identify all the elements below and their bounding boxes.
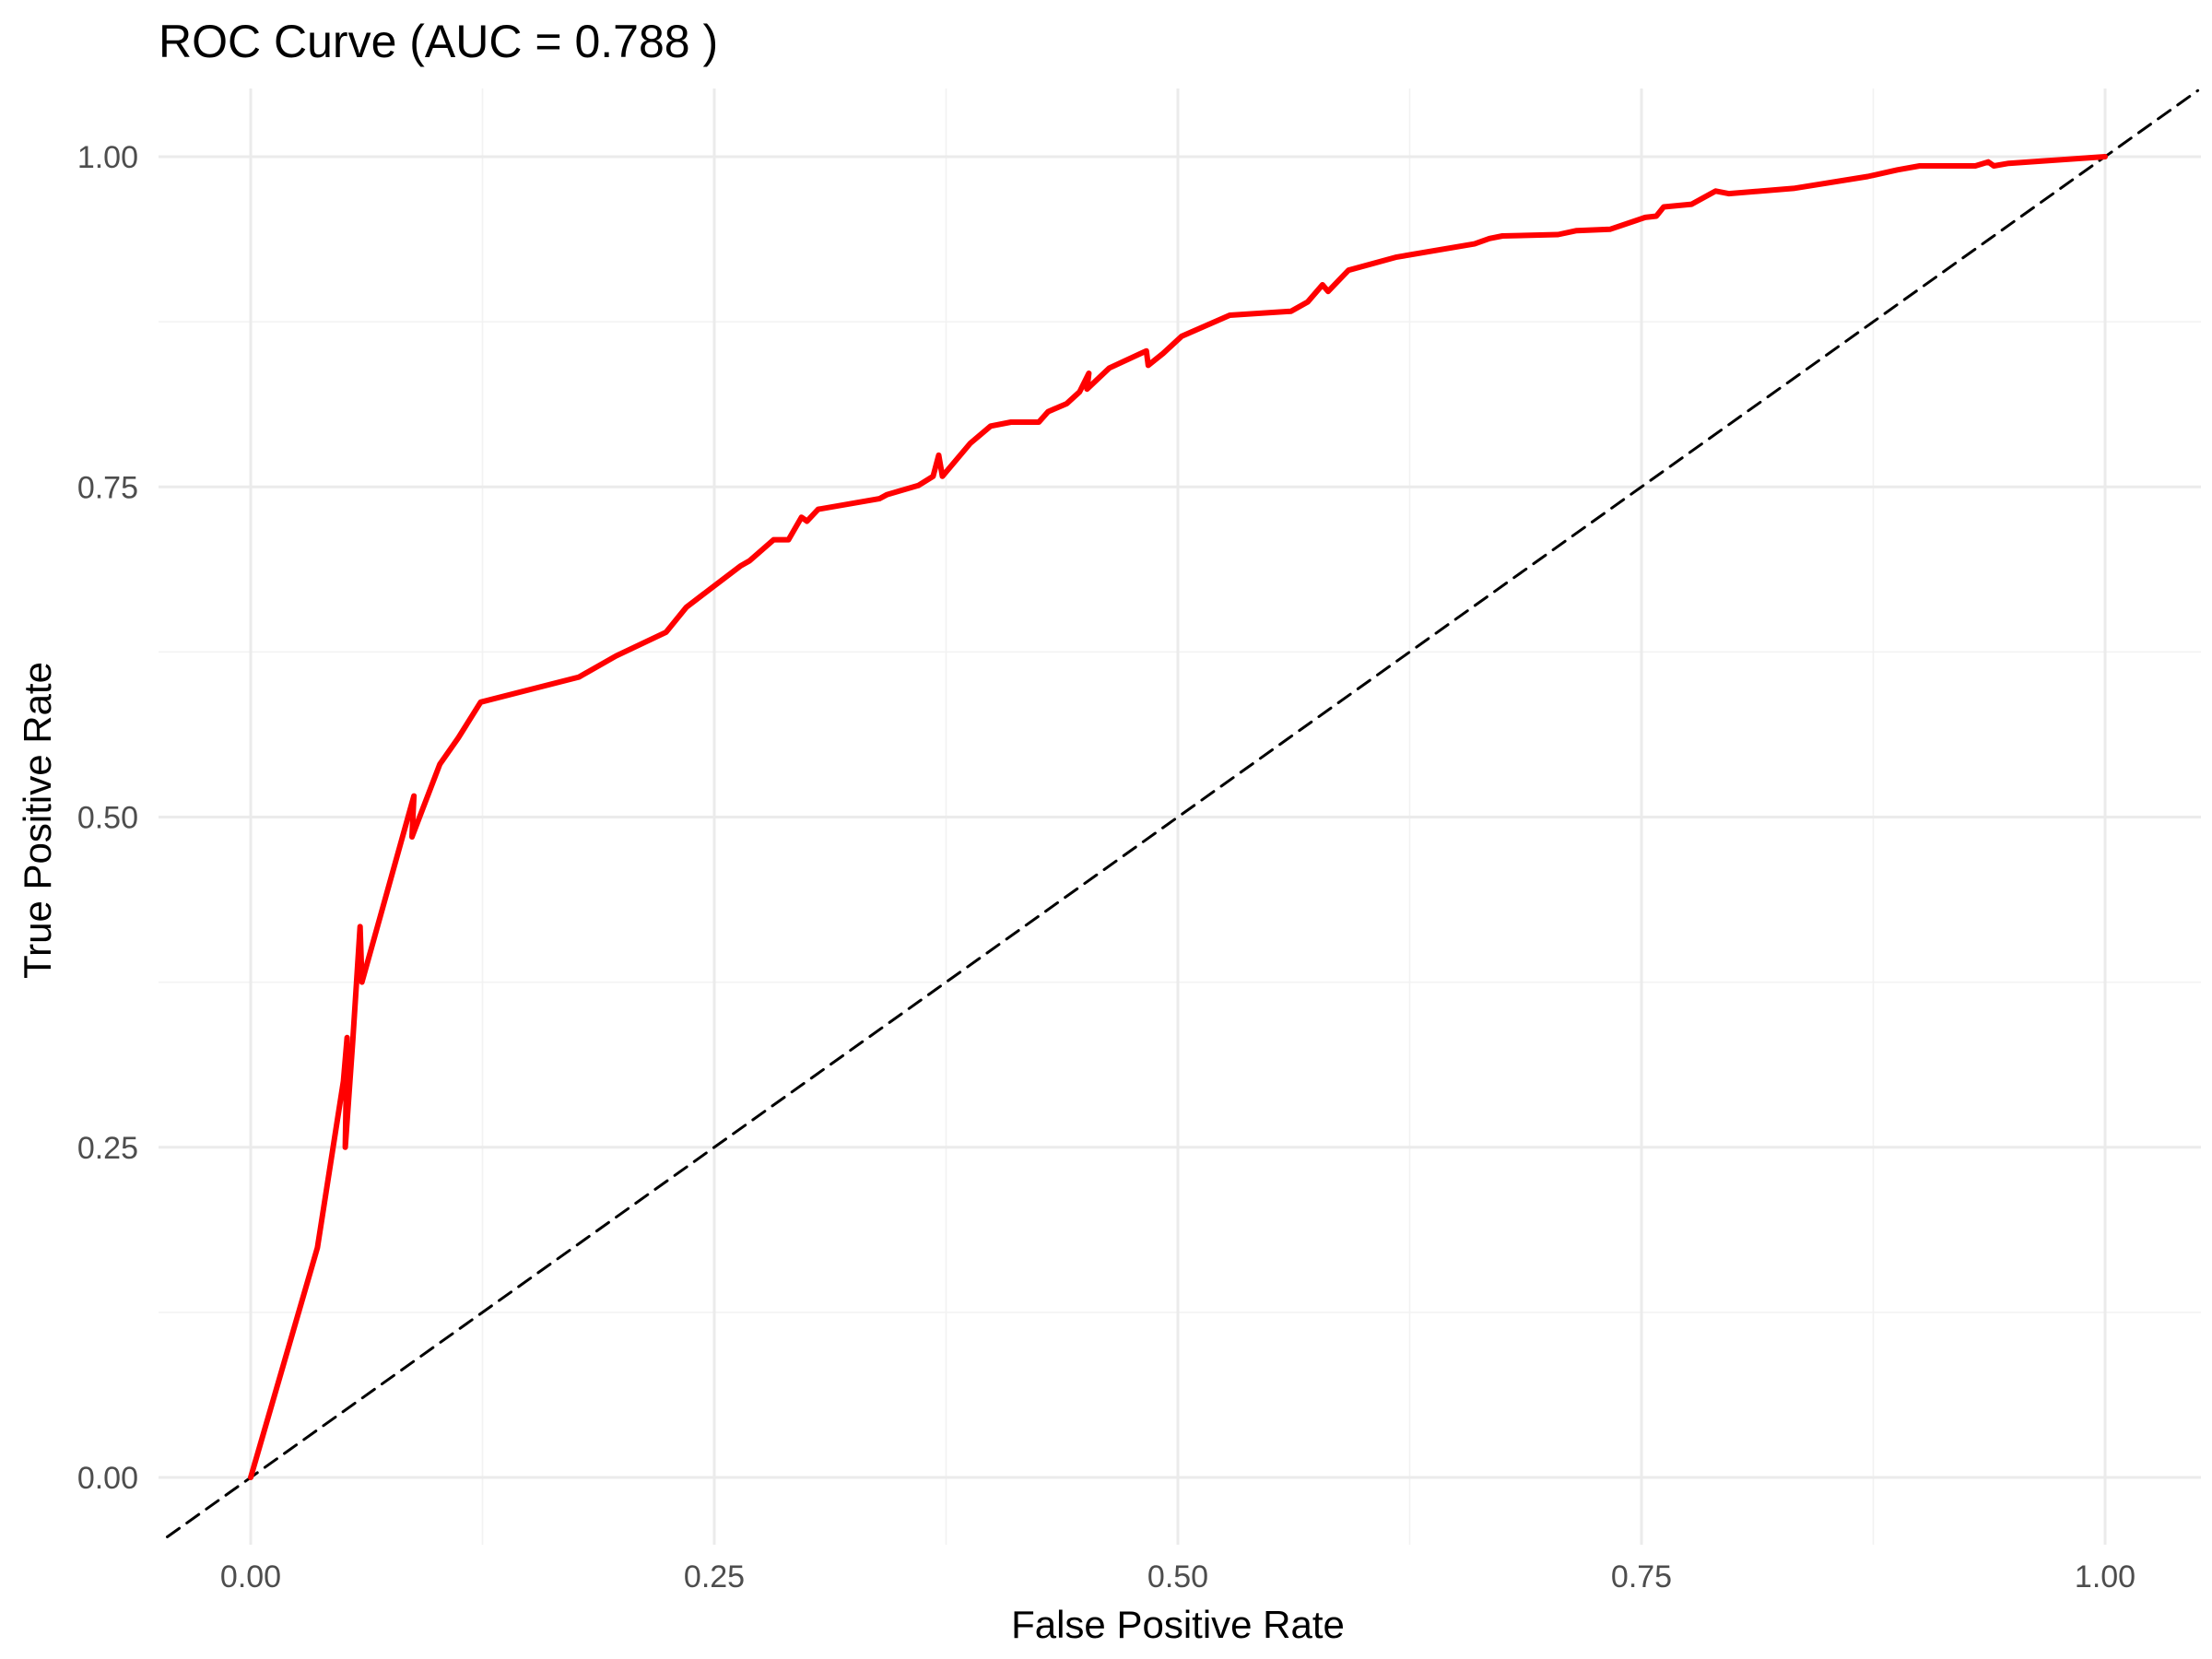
x-tick-label: 1.00 [2075,1559,2136,1594]
x-tick-label: 0.00 [220,1559,281,1594]
y-axis-title: True Positive Rate [16,662,59,979]
y-tick-label: 0.00 [77,1461,138,1496]
tick-labels: 0.00 0.25 0.50 0.75 1.00 0.00 0.25 0.50 0.75 1.00 [77,140,2136,1594]
x-axis-title: False Positive Rate [1011,1603,1345,1646]
y-tick-label: 0.50 [77,801,138,836]
y-tick-label: 0.75 [77,470,138,505]
reference-diagonal-line [166,88,2200,1538]
series-lines [166,88,2200,1538]
y-tick-label: 0.25 [77,1131,138,1166]
roc-curve-line [248,154,2108,1480]
chart-title: ROC Curve (AUC = 0.788 ) [159,16,718,67]
x-tick-label: 0.50 [1147,1559,1208,1594]
x-tick-label: 0.75 [1611,1559,1672,1594]
y-tick-label: 1.00 [77,140,138,175]
grid [159,88,2201,1545]
x-tick-label: 0.25 [684,1559,745,1594]
